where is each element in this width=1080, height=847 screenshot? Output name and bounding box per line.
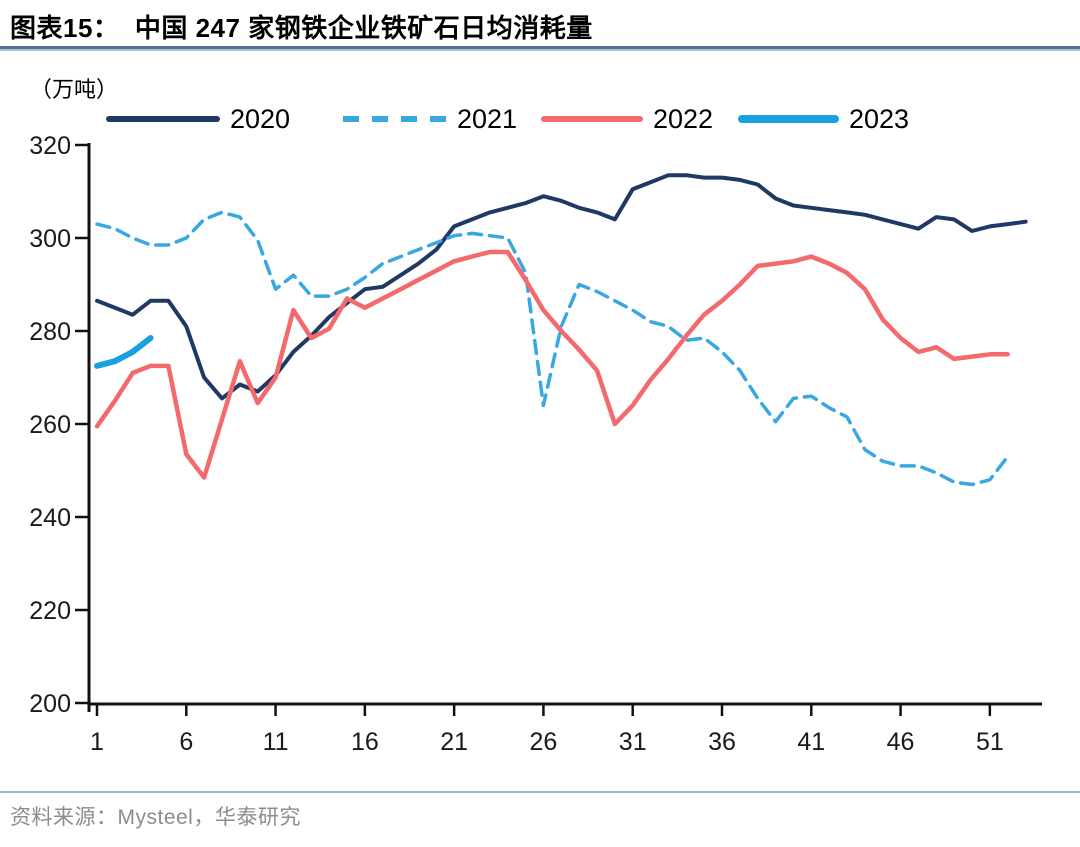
y-tick-label: 280 [29, 318, 71, 346]
x-tick-label: 1 [90, 728, 104, 756]
x-tick-label: 36 [708, 728, 736, 756]
source-text: 资料来源：Mysteel，华泰研究 [10, 806, 301, 829]
series-2020-line [95, 173, 1028, 401]
legend-label-2021: 2021 [457, 104, 518, 134]
x-tick-label: 16 [351, 728, 379, 756]
x-tick-label: 41 [797, 728, 825, 756]
x-tick-label: 21 [440, 728, 468, 756]
legend-swatch-2020-line [106, 116, 220, 122]
legend-swatch-2022-line [541, 116, 643, 122]
series-2022-line [94, 249, 1010, 480]
source-divider [0, 791, 1080, 793]
y-tick-label: 260 [29, 411, 71, 439]
y-tick-label: 240 [29, 504, 71, 532]
legend-label-2023: 2023 [849, 104, 910, 134]
y-tick-label: 220 [29, 597, 71, 625]
legend-swatch-2023-line [738, 115, 839, 123]
y-tick-label: 300 [29, 225, 71, 253]
y-tick-label: 320 [29, 132, 71, 160]
y-axis-unit-label: （万吨） [30, 77, 119, 102]
x-tick-label: 46 [887, 728, 915, 756]
legend-item-2022: 2022 [541, 101, 713, 137]
y-tick-label: 200 [29, 690, 71, 718]
legend-label-2020: 2020 [230, 104, 291, 134]
x-tick-label: 6 [179, 728, 193, 756]
legend-item-2020: 2020 [106, 101, 290, 137]
legend-item-2023: 2023 [738, 101, 909, 137]
legend-label-2022: 2022 [653, 104, 714, 134]
x-tick-label: 31 [619, 728, 647, 756]
series-2021-line [95, 210, 1010, 487]
series-2023-line [94, 335, 154, 369]
x-tick-label: 26 [530, 728, 558, 756]
chart-title: 图表15： 中国 247 家钢铁企业铁矿石日均消耗量 [10, 13, 593, 43]
x-tick-label: 51 [976, 728, 1004, 756]
legend-item-2021: 2021 [343, 101, 517, 137]
legend: 2020 2021 2022 2023 [0, 101, 1080, 137]
x-tick-label: 11 [263, 728, 289, 756]
title-divider [0, 46, 1080, 51]
legend-swatch-2021-dashed-line [343, 116, 447, 122]
